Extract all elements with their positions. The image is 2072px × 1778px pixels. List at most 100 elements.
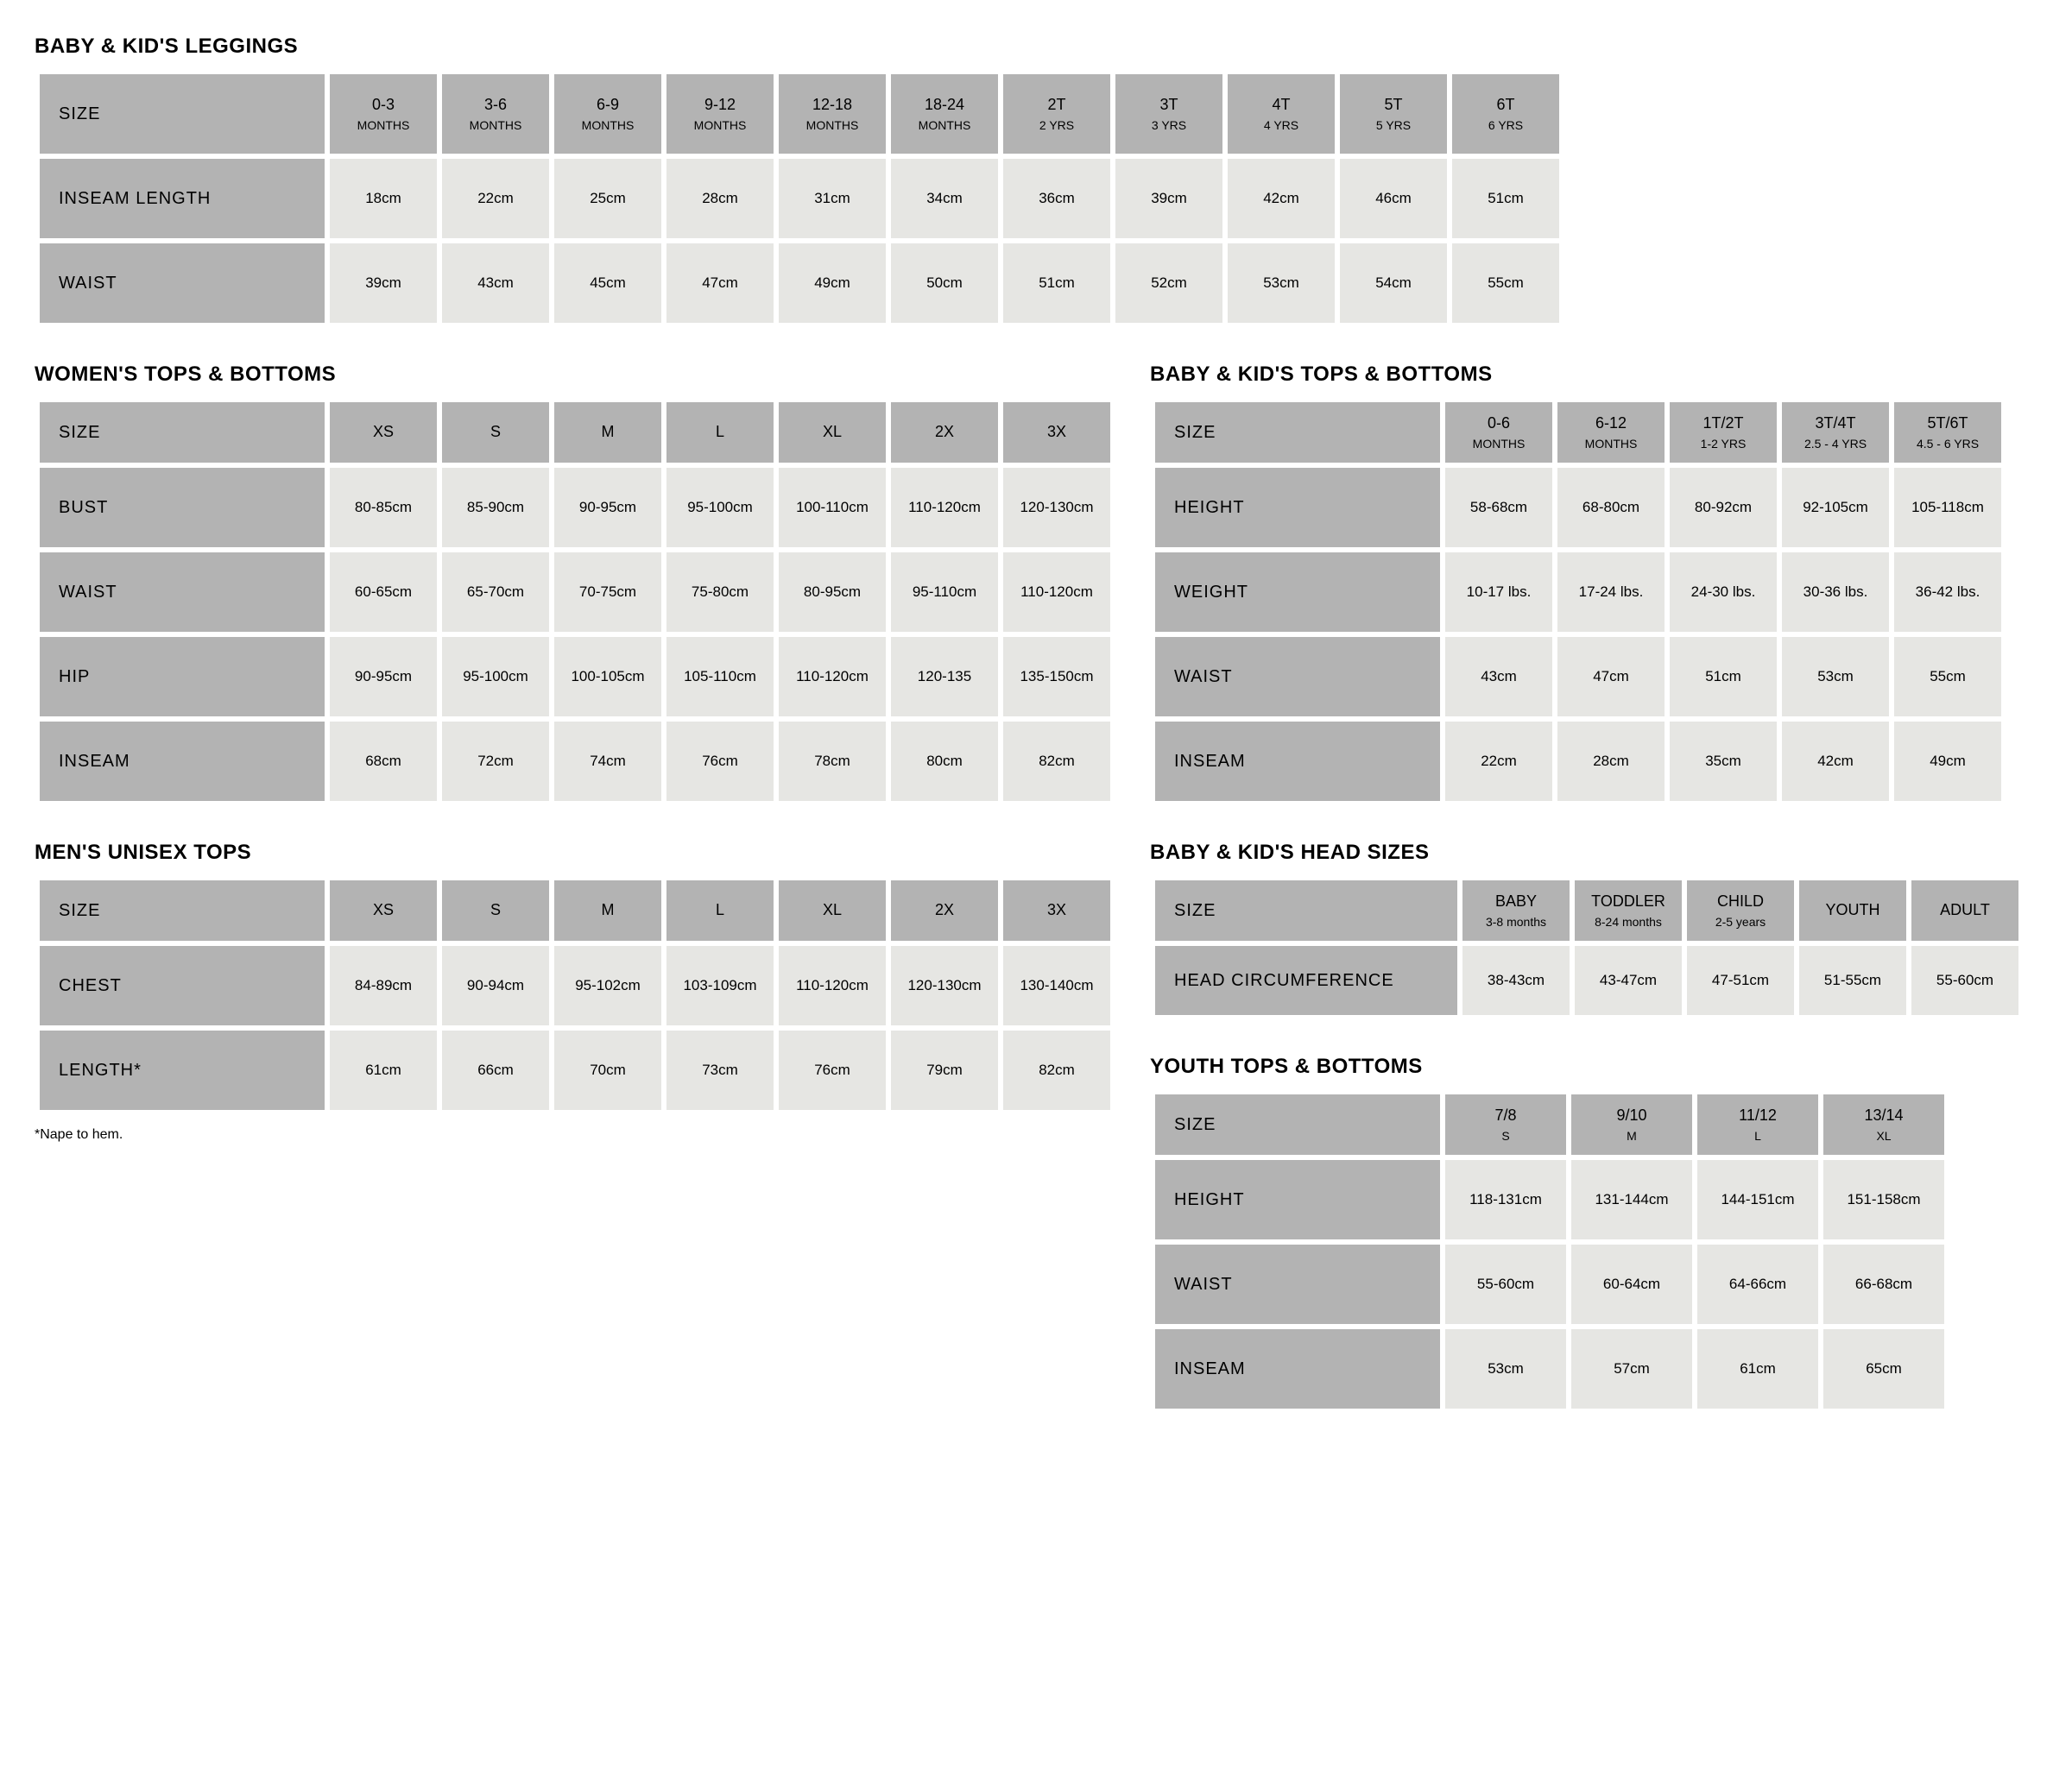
col-header: 13/14XL bbox=[1823, 1094, 1944, 1155]
cell: 120-130cm bbox=[1003, 468, 1110, 547]
cell: 68-80cm bbox=[1557, 468, 1665, 547]
cell: 30-36 lbs. bbox=[1782, 552, 1889, 632]
col-header: 18-24MONTHS bbox=[891, 74, 998, 154]
cell: 80-85cm bbox=[330, 468, 437, 547]
cell: 79cm bbox=[891, 1031, 998, 1110]
row-label: INSEAM LENGTH bbox=[40, 159, 325, 238]
cell: 51cm bbox=[1452, 159, 1559, 238]
cell: 53cm bbox=[1782, 637, 1889, 716]
cell: 105-110cm bbox=[666, 637, 774, 716]
cell: 76cm bbox=[779, 1031, 886, 1110]
cell: 70cm bbox=[554, 1031, 661, 1110]
col-header: 2T2 YRS bbox=[1003, 74, 1110, 154]
cell: 50cm bbox=[891, 243, 998, 323]
title-womens: WOMEN'S TOPS & BOTTOMS bbox=[35, 363, 1115, 387]
section-leggings: BABY & KID'S LEGGINGS SIZE0-3MONTHS3-6MO… bbox=[35, 35, 2037, 328]
section-heads: BABY & KID'S HEAD SIZES SIZEBABY3-8 mont… bbox=[1150, 841, 2024, 1020]
cell: 66cm bbox=[442, 1031, 549, 1110]
cell: 54cm bbox=[1340, 243, 1447, 323]
table-leggings: SIZE0-3MONTHS3-6MONTHS6-9MONTHS9-12MONTH… bbox=[35, 69, 2037, 328]
cell: 64-66cm bbox=[1697, 1245, 1818, 1324]
row-label: WAIST bbox=[40, 243, 325, 323]
row-label: WEIGHT bbox=[1155, 552, 1440, 632]
col-header: M bbox=[554, 880, 661, 941]
col-header: 7/8S bbox=[1445, 1094, 1566, 1155]
cell: 80-92cm bbox=[1670, 468, 1777, 547]
cell: 28cm bbox=[1557, 722, 1665, 801]
cell: 90-95cm bbox=[330, 637, 437, 716]
cell: 18cm bbox=[330, 159, 437, 238]
cell: 120-130cm bbox=[891, 946, 998, 1025]
cell: 55cm bbox=[1894, 637, 2001, 716]
cell: 55-60cm bbox=[1911, 946, 2018, 1015]
section-womens: WOMEN'S TOPS & BOTTOMS SIZEXSSMLXL2X3XBU… bbox=[35, 363, 1115, 806]
cell: 130-140cm bbox=[1003, 946, 1110, 1025]
cell: 60-64cm bbox=[1571, 1245, 1692, 1324]
col-header: S bbox=[442, 402, 549, 463]
col-header: ADULT bbox=[1911, 880, 2018, 941]
cell: 65-70cm bbox=[442, 552, 549, 632]
cell: 144-151cm bbox=[1697, 1160, 1818, 1239]
cell: 51cm bbox=[1670, 637, 1777, 716]
col-header: 1T/2T1-2 YRS bbox=[1670, 402, 1777, 463]
cell: 53cm bbox=[1228, 243, 1335, 323]
col-header: 5T/6T4.5 - 6 YRS bbox=[1894, 402, 2001, 463]
cell: 42cm bbox=[1782, 722, 1889, 801]
cell: 105-118cm bbox=[1894, 468, 2001, 547]
col-header: 3T3 YRS bbox=[1115, 74, 1222, 154]
cell: 39cm bbox=[330, 243, 437, 323]
title-mens: MEN'S UNISEX TOPS bbox=[35, 841, 1115, 865]
cell: 57cm bbox=[1571, 1329, 1692, 1409]
cell: 53cm bbox=[1445, 1329, 1566, 1409]
cell: 17-24 lbs. bbox=[1557, 552, 1665, 632]
title-heads: BABY & KID'S HEAD SIZES bbox=[1150, 841, 2024, 865]
cell: 85-90cm bbox=[442, 468, 549, 547]
col-header: TODDLER8-24 months bbox=[1575, 880, 1682, 941]
title-kids-tb: BABY & KID'S TOPS & BOTTOMS bbox=[1150, 363, 2024, 387]
row-label: HEIGHT bbox=[1155, 1160, 1440, 1239]
row-label: WAIST bbox=[40, 552, 325, 632]
cell: 135-150cm bbox=[1003, 637, 1110, 716]
row-label: HIP bbox=[40, 637, 325, 716]
cell: 84-89cm bbox=[330, 946, 437, 1025]
col-header: L bbox=[666, 402, 774, 463]
cell: 43-47cm bbox=[1575, 946, 1682, 1015]
row-label: LENGTH* bbox=[40, 1031, 325, 1110]
size-label: SIZE bbox=[1155, 402, 1440, 463]
cell: 10-17 lbs. bbox=[1445, 552, 1552, 632]
cell: 28cm bbox=[666, 159, 774, 238]
col-header: BABY3-8 months bbox=[1462, 880, 1570, 941]
section-kids-tb: BABY & KID'S TOPS & BOTTOMS SIZE0-6MONTH… bbox=[1150, 363, 2024, 806]
col-header: 12-18MONTHS bbox=[779, 74, 886, 154]
cell: 52cm bbox=[1115, 243, 1222, 323]
cell: 39cm bbox=[1115, 159, 1222, 238]
cell: 90-94cm bbox=[442, 946, 549, 1025]
col-header: 3-6MONTHS bbox=[442, 74, 549, 154]
col-header: 11/12L bbox=[1697, 1094, 1818, 1155]
cell: 72cm bbox=[442, 722, 549, 801]
col-header: XL bbox=[779, 880, 886, 941]
cell: 78cm bbox=[779, 722, 886, 801]
cell: 73cm bbox=[666, 1031, 774, 1110]
cell: 103-109cm bbox=[666, 946, 774, 1025]
cell: 74cm bbox=[554, 722, 661, 801]
cell: 55-60cm bbox=[1445, 1245, 1566, 1324]
cell: 95-110cm bbox=[891, 552, 998, 632]
cell: 90-95cm bbox=[554, 468, 661, 547]
cell: 100-110cm bbox=[779, 468, 886, 547]
row-label: HEAD CIRCUMFERENCE bbox=[1155, 946, 1457, 1015]
col-header: 3T/4T2.5 - 4 YRS bbox=[1782, 402, 1889, 463]
cell: 49cm bbox=[779, 243, 886, 323]
cell: 110-120cm bbox=[1003, 552, 1110, 632]
col-header: XS bbox=[330, 880, 437, 941]
cell: 118-131cm bbox=[1445, 1160, 1566, 1239]
row-label: WAIST bbox=[1155, 637, 1440, 716]
title-youth: YOUTH TOPS & BOTTOMS bbox=[1150, 1055, 2024, 1079]
col-header: 4T4 YRS bbox=[1228, 74, 1335, 154]
cell: 131-144cm bbox=[1571, 1160, 1692, 1239]
cell: 22cm bbox=[442, 159, 549, 238]
cell: 65cm bbox=[1823, 1329, 1944, 1409]
cell: 66-68cm bbox=[1823, 1245, 1944, 1324]
cell: 42cm bbox=[1228, 159, 1335, 238]
cell: 82cm bbox=[1003, 1031, 1110, 1110]
